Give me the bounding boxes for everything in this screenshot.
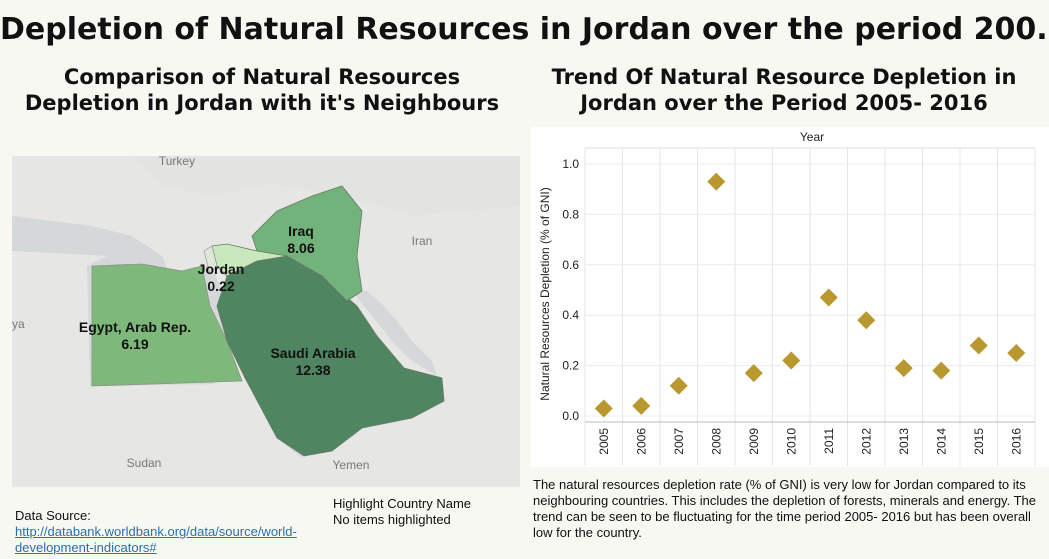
y-axis-title: Natural Resources Depletion (% of GNI) (538, 187, 552, 400)
map-label-egypt-name: Egypt, Arab Rep. (79, 319, 191, 335)
country-jordan[interactable] (211, 243, 288, 277)
highlight-filter[interactable]: Highlight Country Name No items highligh… (333, 496, 523, 528)
data-source: Data Source: http://databank.worldbank.o… (15, 508, 315, 556)
data-point-2014[interactable] (932, 361, 951, 380)
data-source-link[interactable]: http://databank.worldbank.org/data/sourc… (15, 524, 297, 555)
x-axis-title: Year (800, 130, 824, 144)
data-point-2013[interactable] (894, 359, 913, 378)
map-label-jordan-name: Jordan (198, 261, 245, 277)
x-tick-label: 2015 (972, 428, 986, 455)
y-tick-label: 0.4 (562, 308, 579, 322)
x-tick-label: 2006 (634, 428, 648, 455)
map-label-libya: ya (12, 317, 25, 331)
map-label-jordan-value: 0.22 (207, 278, 234, 294)
data-point-2016[interactable] (1007, 344, 1026, 362)
description-text: The natural resources depletion rate (% … (533, 477, 1036, 540)
x-tick-label: 2009 (747, 428, 761, 455)
map-label-iran: Iran (412, 234, 433, 248)
y-tick-label: 0.8 (562, 207, 579, 221)
country-egypt[interactable] (91, 263, 243, 387)
land-sudan (12, 384, 312, 487)
y-tick-label: 0.6 (562, 258, 579, 272)
grid (584, 147, 1036, 466)
x-tick-label: 2013 (897, 428, 911, 455)
land-libya (12, 251, 107, 391)
chart-canvas: Year Natural Resources Depletion (% of G… (538, 130, 1036, 466)
y-tick-label: 0.2 (562, 359, 579, 373)
x-tick-label: 2010 (784, 428, 798, 455)
highlight-title: Highlight Country Name (333, 496, 472, 511)
data-point-2012[interactable] (857, 311, 876, 330)
land-turkey (132, 156, 520, 216)
map-label-sudan: Sudan (127, 456, 162, 470)
map-title: Comparison of Natural Resources Depletio… (24, 65, 500, 115)
depletion-trend-chart[interactable]: Year Natural Resources Depletion (% of G… (531, 127, 1049, 467)
x-tick-label: 2007 (672, 428, 686, 455)
data-points (594, 172, 1026, 418)
choropleth-map[interactable]: Turkey Iran Sudan Yemen ya Iraq 8.06 Jor… (12, 154, 520, 487)
x-tick-label: 2005 (597, 428, 611, 455)
x-tick-label: 2014 (934, 428, 948, 455)
persian-gulf (352, 291, 437, 376)
x-tick-label: 2016 (1009, 428, 1023, 455)
highlight-value[interactable]: No items highlighted (333, 512, 451, 527)
dashboard-title: Depletion of Natural Resources in Jordan… (0, 12, 1049, 47)
y-tick-label: 0.0 (562, 409, 579, 423)
y-tick-label: 1.0 (562, 157, 579, 171)
map-label-iraq-name: Iraq (288, 223, 314, 239)
land-levant (203, 245, 218, 275)
data-point-2011[interactable] (819, 288, 838, 307)
data-point-2010[interactable] (782, 351, 801, 370)
map-label-saudi-name: Saudi Arabia (270, 345, 355, 361)
data-point-2006[interactable] (632, 396, 651, 415)
map-label-saudi-value: 12.38 (295, 362, 330, 378)
data-point-2015[interactable] (969, 336, 988, 355)
map-label-turkey: Turkey (159, 156, 195, 168)
x-tick-label: 2008 (709, 428, 723, 455)
axis-ticks: 0.0 0.2 0.4 0.6 0.8 1.0 2005 2006 2007 2008 2009 20… (562, 157, 1023, 455)
data-point-2007[interactable] (669, 376, 688, 395)
map-label-egypt-value: 6.19 (121, 336, 148, 352)
x-tick-label: 2012 (859, 428, 873, 455)
data-point-2009[interactable] (744, 364, 763, 383)
chart-title: Trend Of Natural Resource Depletion in J… (551, 65, 1017, 115)
data-point-2008[interactable] (707, 172, 726, 191)
map-label-yemen: Yemen (333, 458, 370, 472)
x-tick-label: 2011 (822, 428, 836, 454)
map-label-iraq-value: 8.06 (287, 240, 314, 256)
data-point-2005[interactable] (594, 399, 613, 418)
map-canvas: Turkey Iran Sudan Yemen ya Iraq 8.06 Jor… (12, 154, 520, 487)
data-source-label: Data Source: (15, 508, 91, 523)
